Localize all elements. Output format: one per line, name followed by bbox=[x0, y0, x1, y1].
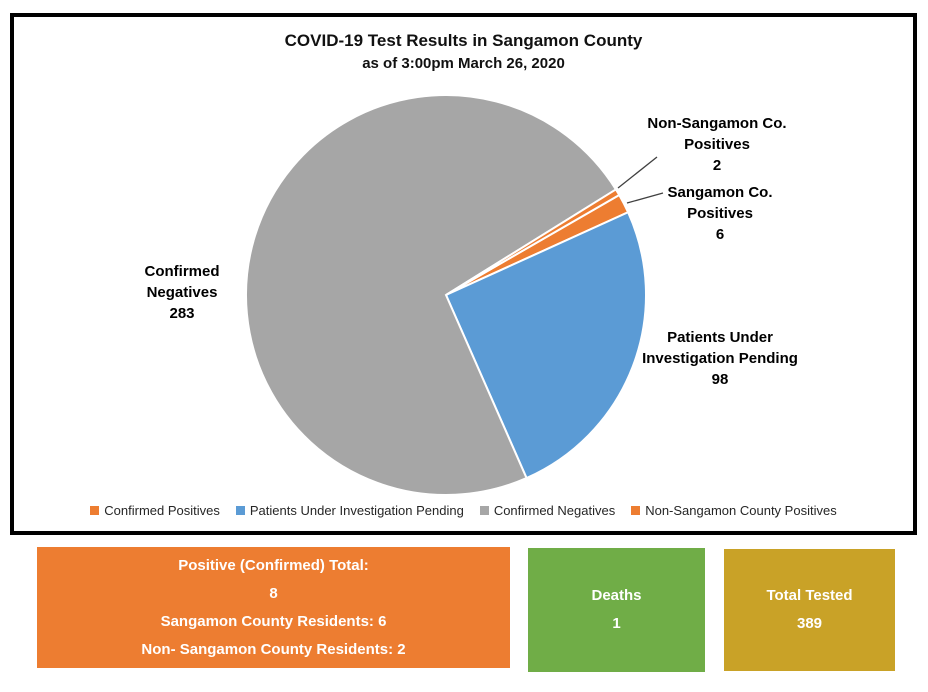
legend-item-confirmed-positives: Confirmed Positives bbox=[90, 503, 220, 518]
positives-summary-box: Positive (Confirmed) Total: 8 Sangamon C… bbox=[37, 547, 510, 668]
callout-line: Positives bbox=[684, 136, 750, 153]
callout-line: Investigation Pending bbox=[642, 350, 798, 367]
callout-patients-under-investigation: Patients Under Investigation Pending 98 bbox=[605, 327, 835, 390]
callout-line: Negatives bbox=[146, 284, 218, 301]
legend-item-patients-under-investigation: Patients Under Investigation Pending bbox=[235, 503, 464, 518]
pie-slice-1 bbox=[444, 210, 647, 480]
pie-slices bbox=[245, 94, 647, 497]
callout-line: Positives bbox=[687, 205, 753, 222]
chart-legend: Confirmed Positives Patients Under Inves… bbox=[14, 503, 913, 518]
legend-swatch-icon bbox=[90, 506, 100, 515]
legend-label: Non-Sangamon County Positives bbox=[645, 503, 837, 518]
legend-swatch-icon bbox=[235, 506, 245, 515]
deaths-summary-box: Deaths 1 bbox=[528, 548, 705, 672]
total-tested-summary-box: Total Tested 389 bbox=[724, 549, 895, 671]
callout-line: Confirmed bbox=[144, 263, 220, 280]
pie-slice-3 bbox=[445, 188, 621, 296]
pie-chart bbox=[245, 94, 664, 497]
total-tested-label: Total Tested bbox=[766, 587, 853, 604]
pie-slice-2 bbox=[245, 94, 618, 497]
callout-value: 98 bbox=[711, 371, 729, 388]
deaths-label: Deaths bbox=[591, 587, 642, 604]
total-tested-value: 389 bbox=[796, 615, 823, 632]
legend-label: Confirmed Negatives bbox=[493, 503, 616, 518]
positives-total-label: Positive (Confirmed) Total: bbox=[178, 556, 369, 574]
legend-label: Patients Under Investigation Pending bbox=[249, 503, 464, 518]
callout-value: 283 bbox=[169, 305, 195, 322]
leader-line-non-sangamon bbox=[617, 156, 658, 189]
chart-title: COVID-19 Test Results in Sangamon County bbox=[284, 31, 643, 50]
legend-label: Confirmed Positives bbox=[104, 503, 220, 518]
callout-line: Non-Sangamon Co. bbox=[647, 115, 787, 132]
chart-panel: COVID-19 Test Results in Sangamon County… bbox=[10, 13, 917, 535]
callout-value: 6 bbox=[715, 226, 725, 243]
deaths-value: 1 bbox=[612, 615, 621, 632]
legend-swatch-icon bbox=[631, 506, 641, 515]
legend-item-non-sangamon-positives: Non-Sangamon County Positives bbox=[631, 503, 837, 518]
legend-swatch-icon bbox=[479, 506, 489, 515]
positives-non-sangamon-residents: Non- Sangamon County Residents: 2 bbox=[141, 640, 406, 658]
callout-line: Patients Under bbox=[667, 329, 773, 346]
legend-item-confirmed-negatives: Confirmed Negatives bbox=[479, 503, 616, 518]
callout-value: 2 bbox=[712, 157, 722, 174]
callout-sangamon-positives: Sangamon Co. Positives 6 bbox=[640, 182, 800, 245]
callout-line: Sangamon Co. bbox=[667, 184, 773, 201]
callout-non-sangamon-positives: Non-Sangamon Co. Positives 2 bbox=[622, 113, 812, 176]
positives-sangamon-residents: Sangamon County Residents: 6 bbox=[160, 612, 387, 630]
positives-total-value: 8 bbox=[269, 584, 278, 602]
chart-subtitle: as of 3:00pm March 26, 2020 bbox=[362, 55, 565, 72]
leader-line-sangamon bbox=[626, 192, 664, 204]
callout-confirmed-negatives: Confirmed Negatives 283 bbox=[102, 261, 262, 324]
